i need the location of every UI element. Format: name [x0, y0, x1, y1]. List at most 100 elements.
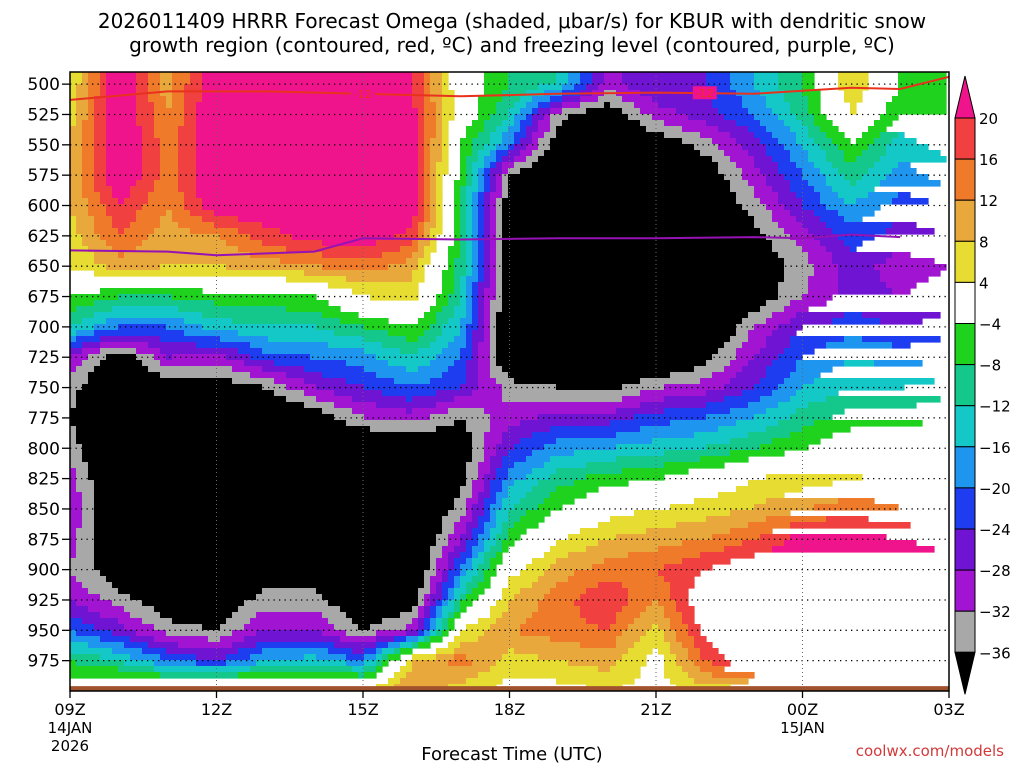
omega-shade-cell: [502, 654, 539, 661]
omega-shade-cell: [418, 132, 425, 139]
omega-shade-cell: [442, 606, 455, 613]
colorbar-label: −32: [979, 603, 1011, 621]
omega-shade-cell: [286, 276, 347, 283]
omega-shade-cell: [412, 216, 425, 223]
omega-shade-cell: [70, 330, 77, 337]
omega-shade-cell: [538, 576, 569, 583]
omega-shade-cell: [496, 234, 503, 241]
omega-shade-cell: [262, 222, 413, 229]
omega-shade-cell: [436, 294, 449, 301]
omega-shade-cell: [478, 360, 491, 367]
omega-shade-cell: [424, 246, 437, 253]
omega-shade-cell: [160, 162, 179, 169]
omega-shade-cell: [754, 84, 779, 91]
omega-shade-cell: [100, 72, 107, 79]
omega-shade-cell: [466, 546, 473, 553]
omega-shade-cell: [346, 630, 377, 637]
omega-shade-cell: [412, 666, 491, 673]
omega-shade-cell: [466, 198, 473, 205]
omega-shade-cell: [532, 162, 719, 169]
omega-shade-cell: [424, 114, 437, 121]
omega-shade-cell: [502, 546, 509, 553]
omega-shade-cell: [148, 84, 161, 91]
omega-shade-cell: [484, 480, 491, 487]
omega-shade-cell: [94, 312, 203, 319]
y-tick-label: 525: [28, 105, 60, 125]
omega-shade-cell: [478, 174, 485, 181]
omega-shade-cell: [448, 624, 455, 631]
omega-shade-cell: [886, 150, 941, 157]
omega-shade-cell: [532, 582, 557, 589]
omega-shade-cell: [652, 624, 659, 631]
colorbar-swatch: [954, 487, 976, 530]
omega-shade-cell: [70, 636, 101, 643]
omega-shade-cell: [874, 120, 893, 127]
omega-shade-cell: [676, 660, 695, 667]
omega-shade-cell: [766, 96, 785, 103]
omega-shade-cell: [844, 216, 863, 223]
omega-shade-cell: [610, 666, 641, 673]
omega-shade-cell: [70, 498, 83, 505]
omega-shade-cell: [478, 192, 485, 199]
omega-shade-cell: [568, 114, 629, 121]
omega-shade-cell: [76, 90, 89, 97]
omega-shade-cell: [826, 246, 851, 253]
omega-shade-cell: [490, 624, 521, 631]
omega-shade-cell: [784, 90, 803, 97]
omega-shade-cell: [424, 594, 431, 601]
omega-shade-cell: [460, 486, 473, 493]
omega-shade-cell: [394, 672, 407, 679]
omega-shade-cell: [610, 516, 707, 523]
omega-shade-cell: [502, 594, 515, 601]
omega-shade-cell: [442, 156, 449, 163]
omega-shade-cell: [424, 132, 437, 139]
omega-shade-cell: [508, 510, 527, 517]
omega-shade-cell: [448, 600, 455, 607]
omega-shade-cell: [736, 486, 803, 493]
omega-shade-cell: [172, 90, 185, 97]
omega-shade-cell: [502, 462, 515, 469]
omega-shade-cell: [94, 108, 107, 115]
omega-shade-cell: [94, 162, 107, 169]
omega-shade-cell: [424, 180, 431, 187]
omega-shade-cell: [424, 84, 431, 91]
omega-shade-cell: [466, 474, 479, 481]
omega-shade-cell: [490, 162, 497, 169]
omega-shade-cell: [562, 108, 587, 115]
omega-shade-cell: [472, 210, 479, 217]
omega-shade-cell: [658, 570, 701, 577]
omega-shade-cell: [532, 114, 545, 121]
omega-shade-cell: [640, 612, 665, 619]
omega-shade-cell: [790, 300, 827, 307]
omega-shade-cell: [466, 624, 491, 631]
omega-shade-cell: [586, 84, 599, 91]
omega-shade-cell: [502, 210, 749, 217]
omega-shade-cell: [70, 630, 77, 637]
omega-shade-cell: [70, 576, 77, 583]
omega-shade-cell: [148, 192, 185, 199]
omega-shade-cell: [70, 462, 89, 469]
omega-shade-cell: [238, 330, 335, 337]
omega-shade-cell: [226, 240, 263, 247]
omega-shade-cell: [496, 198, 503, 205]
omega-shade-cell: [424, 72, 431, 79]
omega-shade-cell: [460, 276, 467, 283]
omega-shade-cell: [220, 234, 251, 241]
omega-shade-cell: [490, 114, 509, 121]
omega-shade-cell: [676, 654, 689, 661]
omega-shade-cell: [76, 402, 305, 409]
omega-shade-cell: [490, 270, 497, 277]
omega-shade-cell: [844, 96, 863, 103]
colorbar-swatch: [954, 117, 976, 160]
omega-shade-cell: [736, 420, 779, 427]
omega-shade-cell: [502, 300, 767, 307]
omega-shade-cell: [478, 570, 485, 577]
omega-shade-cell: [286, 396, 317, 403]
omega-shade-cell: [598, 540, 683, 547]
omega-shade-cell: [508, 450, 533, 457]
omega-shade-cell: [442, 132, 449, 139]
omega-shade-cell: [448, 318, 461, 325]
omega-shade-cell: [496, 330, 737, 337]
omega-shade-cell: [238, 672, 359, 679]
omega-shade-cell: [832, 258, 887, 265]
